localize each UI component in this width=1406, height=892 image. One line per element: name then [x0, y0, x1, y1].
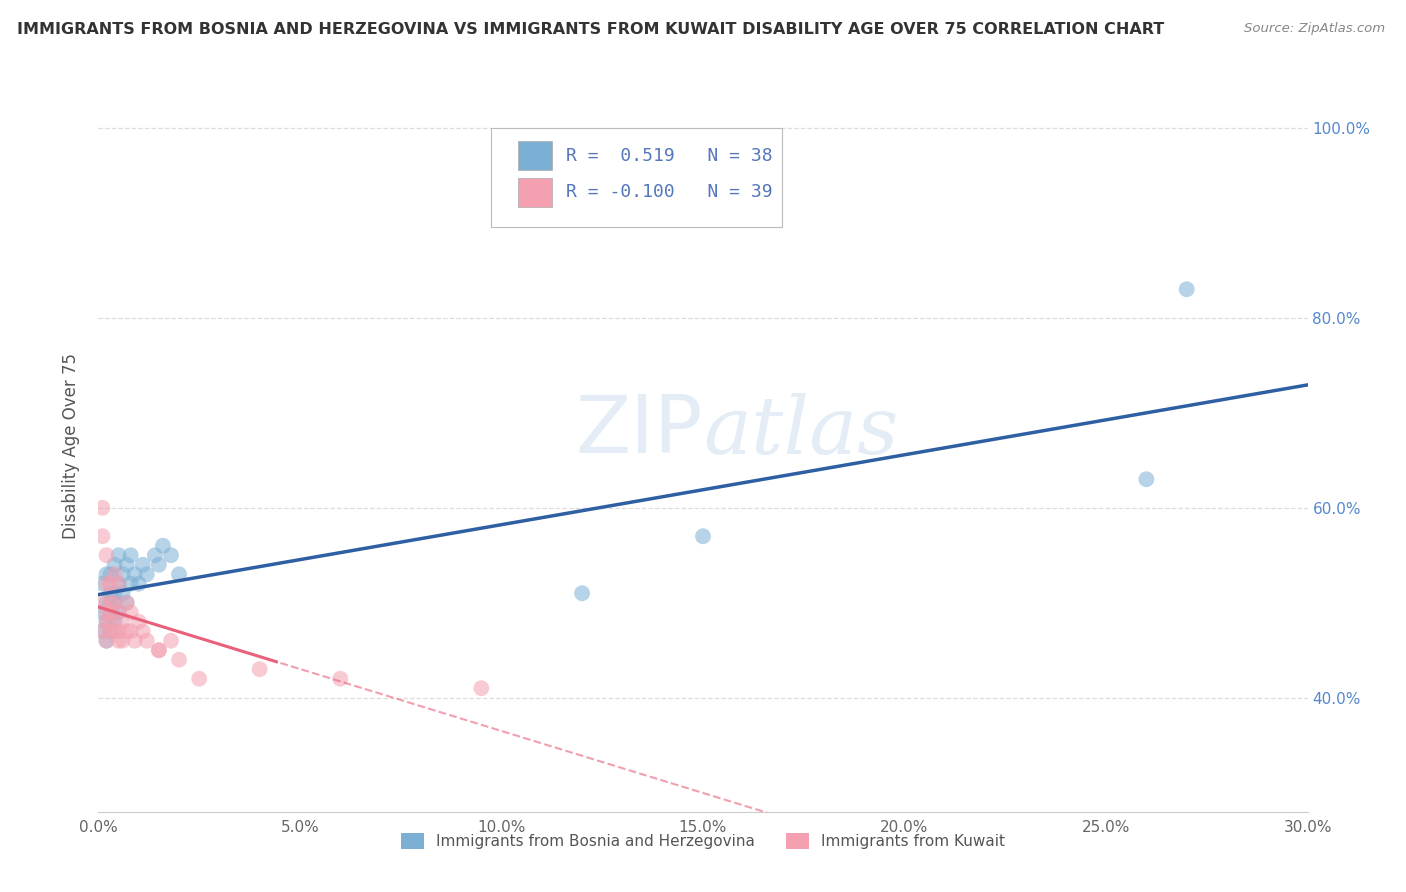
Point — [470, 681, 492, 696]
Point — [115, 624, 138, 639]
Point — [100, 576, 122, 591]
Point — [107, 548, 129, 562]
Point — [124, 633, 146, 648]
Point — [96, 567, 118, 582]
Point — [103, 567, 125, 582]
Point — [1135, 472, 1157, 486]
FancyBboxPatch shape — [492, 128, 782, 227]
Point — [571, 586, 593, 600]
Point — [91, 596, 114, 610]
Point — [132, 624, 155, 639]
Point — [135, 633, 157, 648]
Point — [148, 643, 170, 657]
Point — [120, 624, 142, 639]
Legend: Immigrants from Bosnia and Herzegovina, Immigrants from Kuwait: Immigrants from Bosnia and Herzegovina, … — [395, 827, 1011, 855]
Point — [107, 605, 129, 619]
Point — [148, 643, 170, 657]
Point — [91, 500, 114, 515]
Point — [100, 605, 122, 619]
Point — [91, 605, 114, 619]
Point — [91, 624, 114, 639]
Point — [100, 624, 122, 639]
Point — [135, 567, 157, 582]
Point — [103, 615, 125, 629]
Point — [160, 548, 183, 562]
Point — [96, 576, 118, 591]
Point — [115, 596, 138, 610]
Point — [96, 548, 118, 562]
Point — [111, 567, 134, 582]
Point — [111, 586, 134, 600]
Point — [167, 567, 190, 582]
Text: atlas: atlas — [703, 392, 898, 470]
Point — [100, 596, 122, 610]
Point — [120, 605, 142, 619]
Point — [103, 596, 125, 610]
Y-axis label: Disability Age Over 75: Disability Age Over 75 — [62, 353, 80, 539]
Point — [96, 605, 118, 619]
Point — [188, 672, 211, 686]
Point — [167, 653, 190, 667]
Point — [128, 576, 150, 591]
Point — [120, 548, 142, 562]
Point — [107, 605, 129, 619]
Point — [329, 672, 352, 686]
Point — [96, 615, 118, 629]
Point — [107, 576, 129, 591]
Point — [120, 576, 142, 591]
Point — [91, 529, 114, 543]
Point — [100, 615, 122, 629]
Point — [96, 633, 118, 648]
Point — [152, 539, 174, 553]
Point — [100, 624, 122, 639]
Point — [103, 596, 125, 610]
Point — [96, 596, 118, 610]
Point — [160, 633, 183, 648]
Text: Source: ZipAtlas.com: Source: ZipAtlas.com — [1244, 22, 1385, 36]
Text: ZIP: ZIP — [575, 392, 703, 470]
Point — [91, 624, 114, 639]
Point — [96, 615, 118, 629]
Point — [143, 548, 166, 562]
Point — [115, 596, 138, 610]
Point — [103, 586, 125, 600]
Point — [249, 662, 271, 676]
Point — [100, 596, 122, 610]
Point — [107, 633, 129, 648]
Point — [111, 633, 134, 648]
Bar — [517, 178, 553, 207]
Point — [115, 558, 138, 572]
Point — [111, 615, 134, 629]
Point — [128, 615, 150, 629]
Point — [100, 605, 122, 619]
Point — [91, 576, 114, 591]
Point — [103, 624, 125, 639]
Point — [96, 633, 118, 648]
Point — [107, 576, 129, 591]
Point — [132, 558, 155, 572]
Text: R =  0.519   N = 38: R = 0.519 N = 38 — [567, 146, 773, 165]
Point — [124, 567, 146, 582]
Point — [107, 624, 129, 639]
Text: IMMIGRANTS FROM BOSNIA AND HERZEGOVINA VS IMMIGRANTS FROM KUWAIT DISABILITY AGE : IMMIGRANTS FROM BOSNIA AND HERZEGOVINA V… — [17, 22, 1164, 37]
Point — [1175, 282, 1198, 296]
Text: R = -0.100   N = 39: R = -0.100 N = 39 — [567, 183, 773, 202]
Point — [103, 558, 125, 572]
Point — [100, 567, 122, 582]
Point — [148, 558, 170, 572]
Point — [692, 529, 714, 543]
Point — [100, 586, 122, 600]
Bar — [517, 141, 553, 170]
